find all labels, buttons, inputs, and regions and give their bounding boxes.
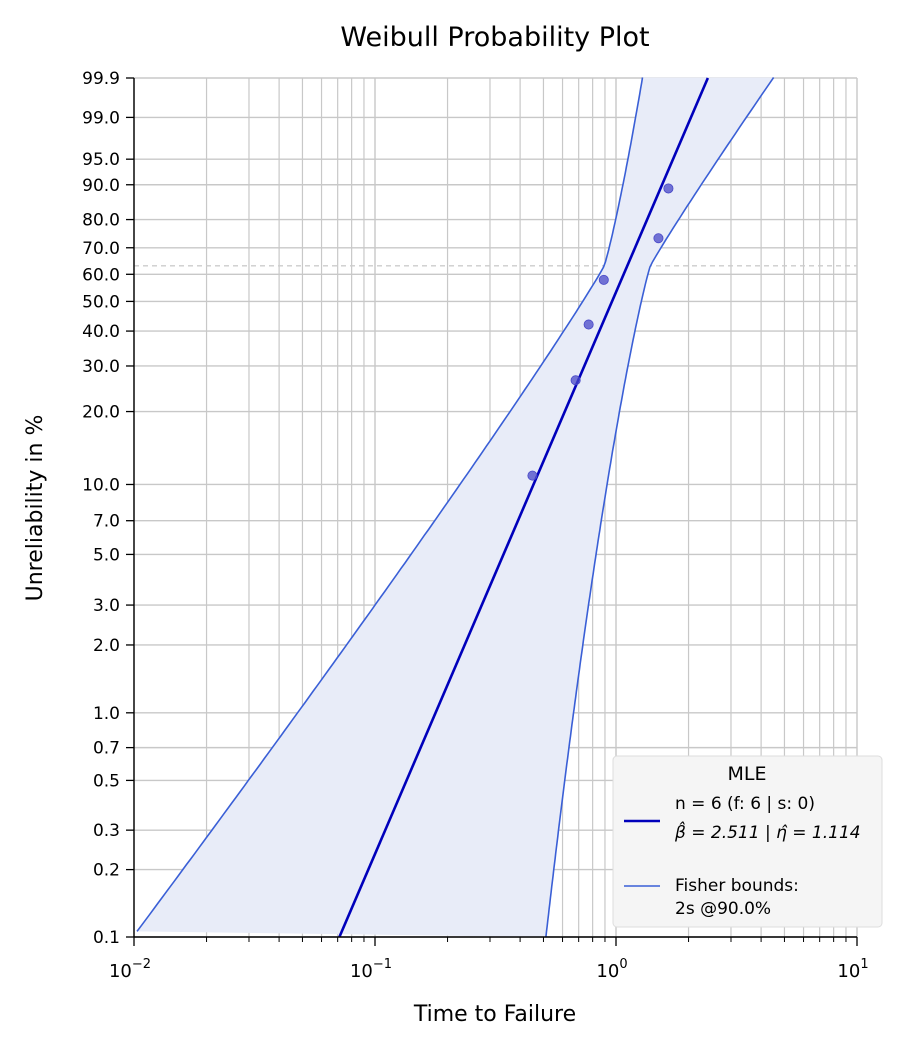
y-tick-label: 0.7: [93, 739, 120, 759]
data-point: [598, 274, 609, 285]
y-tick-label: 80.0: [82, 211, 120, 231]
fisher-bounds: [136, 77, 775, 938]
legend-bounds-label-line2: 2s @90.0%: [675, 899, 771, 919]
legend-title: MLE: [728, 763, 767, 785]
legend-fit-label-line1: n = 6 (f: 6 | s: 0): [675, 794, 815, 814]
x-tick-label: 10−2: [109, 957, 151, 982]
y-tick-label: 95.0: [82, 150, 120, 170]
x-tick-label: 10−1: [350, 957, 392, 982]
lower-bound-line: [136, 77, 644, 932]
fit-line-path: [338, 77, 710, 938]
bounds-fill: [137, 77, 774, 937]
legend-bounds-label-line1: Fisher bounds:: [675, 876, 799, 896]
legend: MLE n = 6 (f: 6 | s: 0) β̂ = 2.511 | η̂ …: [612, 755, 883, 928]
y-tick-label: 99.0: [82, 108, 120, 128]
x-ticks: 10−2 10−1 100 101: [109, 937, 869, 982]
y-tick-label: 50.0: [82, 292, 120, 312]
y-tick-label: 0.5: [93, 771, 120, 791]
y-tick-label: 2.0: [93, 636, 120, 656]
y-tick-label: 0.3: [93, 821, 120, 841]
x-tick-label: 100: [596, 957, 627, 982]
y-tick-label: 3.0: [93, 596, 120, 616]
y-tick-label: 5.0: [93, 545, 120, 565]
y-tick-label: 20.0: [82, 403, 120, 423]
y-tick-label: 30.0: [82, 357, 120, 377]
data-point: [663, 183, 674, 194]
y-tick-label: 70.0: [82, 239, 120, 259]
y-tick-label: 0.2: [93, 861, 120, 881]
y-tick-label: 60.0: [82, 265, 120, 285]
data-point: [570, 375, 581, 386]
legend-fit-label-line2: β̂ = 2.511 | η̂ = 1.114: [674, 820, 861, 843]
y-axis-label: Unreliability in %: [23, 415, 48, 602]
data-point: [653, 233, 664, 244]
y-tick-label: 40.0: [82, 322, 120, 342]
legend-frame: [612, 755, 883, 928]
x-tick-label: 101: [837, 957, 868, 982]
axes: [133, 78, 857, 938]
y-ticks: 0.1 0.2 0.3 0.5 0.7 1.0 2.0 3.0 5.0 7.0 10.0 20.0 30…: [82, 69, 134, 948]
fit-line: [338, 77, 710, 938]
chart-title: Weibull Probability Plot: [340, 22, 649, 53]
y-tick-label: 90.0: [82, 176, 120, 196]
failure-points: [527, 183, 674, 481]
y-tick-label: 0.1: [93, 928, 120, 948]
y-tick-label: 7.0: [93, 512, 120, 532]
data-point: [583, 319, 594, 330]
x-axis-label: Time to Failure: [413, 1002, 576, 1027]
data-point: [527, 470, 538, 481]
y-tick-label: 99.9: [82, 69, 120, 89]
upper-bound-line: [545, 77, 775, 938]
y-tick-label: 10.0: [82, 475, 120, 495]
y-tick-label: 1.0: [93, 704, 120, 724]
